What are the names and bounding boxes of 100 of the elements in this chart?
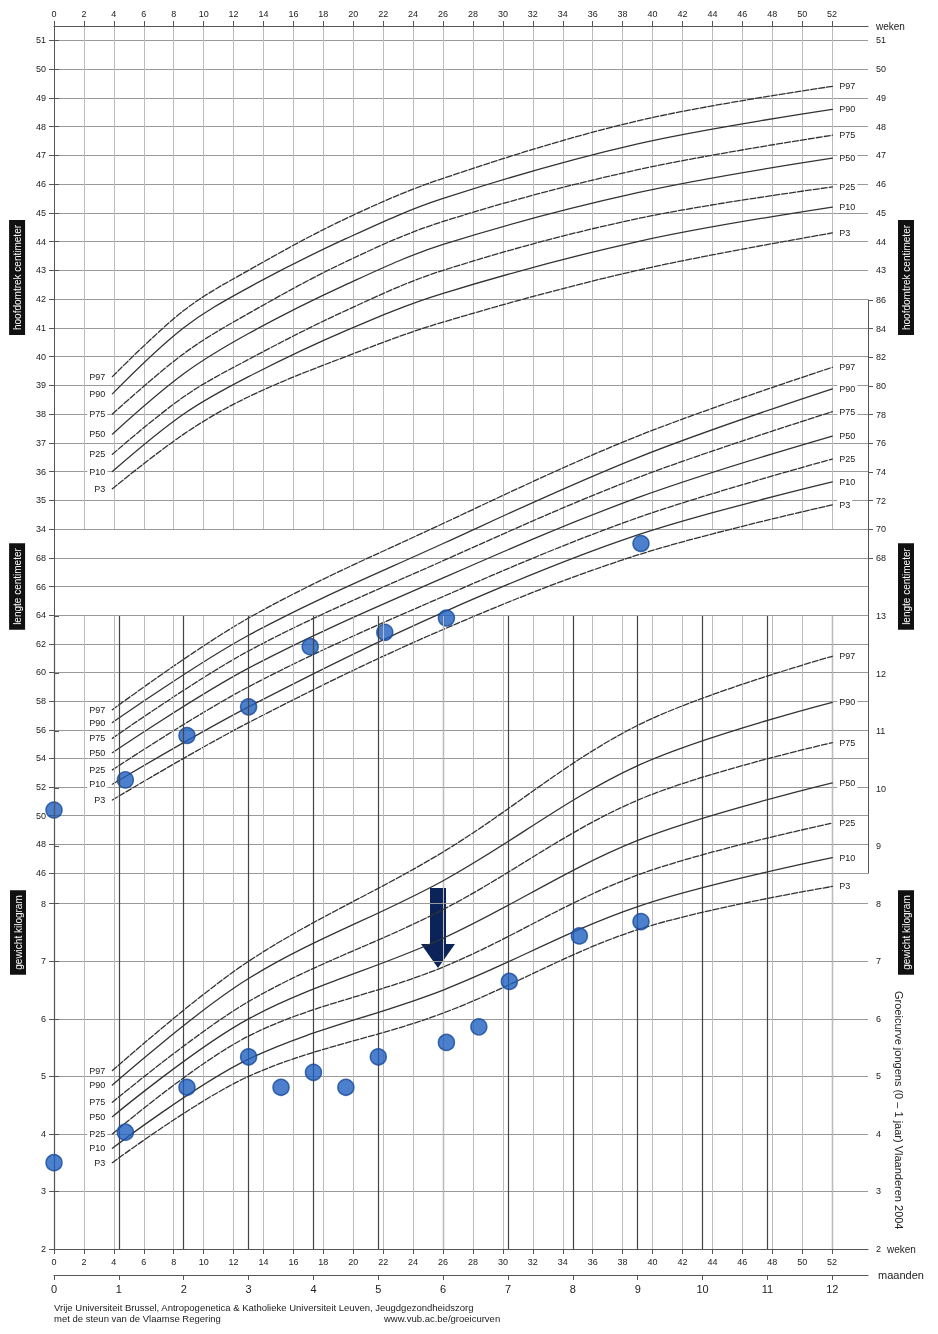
series-label: P97: [89, 704, 106, 715]
x-tick-label: 10: [696, 1282, 709, 1295]
y2-axis-title: gewicht kilogram: [900, 895, 912, 970]
y-tick-label: 2: [40, 1244, 46, 1254]
x2-axis-title: weken: [875, 20, 905, 32]
x2-tick-label: 14: [258, 8, 269, 19]
text: P10: [89, 779, 106, 790]
y2-tick-label: 68: [876, 552, 887, 563]
series-label: P97: [89, 1065, 106, 1076]
point: [470, 1018, 488, 1036]
series-label: P25: [89, 764, 106, 775]
y-tick-label: 60: [35, 667, 46, 678]
series-label: P25: [89, 449, 106, 460]
text: P3: [839, 227, 851, 238]
point: [570, 927, 589, 945]
series-label: P97: [89, 371, 106, 382]
text: P10: [839, 852, 856, 863]
x2-tick-label: 12: [228, 8, 239, 19]
x2-tick-label: 8: [171, 1256, 177, 1267]
x2-tick-label: 38: [617, 1256, 628, 1267]
series-label: P75: [89, 1097, 106, 1108]
y2-tick-label: 9: [876, 841, 882, 852]
point: [304, 1063, 323, 1082]
x2-tick-label: 22: [378, 8, 389, 19]
y-tick-label: 39: [35, 380, 46, 391]
y-tick-label: 48: [35, 121, 46, 132]
y-tick-label: 50: [35, 810, 46, 821]
x-tick-label: 12: [826, 1282, 839, 1295]
y-tick-label: 46: [35, 179, 46, 190]
x-tick-label: 11: [761, 1282, 774, 1295]
y2-tick-label: 2: [876, 1244, 882, 1254]
series-label: P50: [89, 1111, 106, 1122]
x2-tick-label: 30: [497, 8, 508, 19]
y-tick-label: 51: [35, 35, 46, 46]
text: P75: [839, 130, 856, 141]
y-tick-label: 47: [35, 150, 46, 161]
text: P75: [839, 406, 856, 417]
point: [500, 972, 519, 991]
y-tick-label: 3: [40, 1186, 46, 1197]
y-tick-label: 35: [35, 495, 46, 506]
x2-tick-label: 0: [51, 1256, 57, 1267]
x2-tick-label: 10: [198, 8, 209, 19]
y-tick-label: 8: [40, 898, 46, 909]
text: P97: [839, 81, 856, 92]
text: P97: [839, 362, 856, 373]
series-label: P25: [89, 1128, 106, 1139]
series-label: P75: [89, 409, 106, 420]
x2-tick-label: 48: [767, 8, 778, 19]
text: Groeicurve jongens (0 – 1 jaar) Vlaanderen 2004: [893, 991, 905, 1230]
point: [178, 726, 196, 745]
text: P25: [839, 818, 856, 829]
point: [45, 1153, 63, 1172]
y-tick-label: 7: [40, 956, 46, 967]
text: P97: [839, 651, 856, 662]
x-tick-label: 0: [50, 1282, 58, 1295]
point: [116, 1123, 135, 1141]
x2-tick-label: 36: [587, 8, 598, 19]
x2-tick-label: 10: [198, 1256, 209, 1267]
text: P3: [839, 499, 851, 510]
y2-tick-label: 48: [876, 121, 887, 132]
point: [632, 534, 650, 553]
x2-tick-label: 4: [111, 8, 117, 19]
y-tick-label: 41: [35, 322, 46, 333]
point: [301, 637, 319, 656]
x2-tick-label: 12: [228, 1256, 239, 1267]
x2-tick-label: 34: [557, 8, 568, 19]
x2-tick-label: 4: [111, 1256, 117, 1267]
x2-tick-label: 40: [647, 1256, 658, 1267]
point: [437, 1033, 456, 1052]
text: Vrije Universiteit Brussel, Antropogenetica & Katholieke Universiteit Leuven, Jeugdgezondheidszorg: [54, 1302, 474, 1313]
x2-tick-label: 30: [497, 1256, 508, 1267]
y2-tick-label: 80: [876, 380, 887, 391]
x2-tick-label: 50: [797, 1256, 808, 1267]
text: P50: [839, 431, 856, 442]
x2-tick-label: 24: [408, 8, 419, 19]
x2-tick-label: 52: [827, 8, 838, 19]
x2-axis-title: weken: [885, 1243, 916, 1255]
y2-tick-label: 76: [876, 438, 887, 449]
text: P90: [839, 104, 856, 115]
line-series: [111, 232, 833, 490]
text: P90: [839, 383, 856, 394]
point: [116, 771, 135, 789]
x-tick-label: 5: [375, 1282, 382, 1295]
x2-tick-label: 42: [677, 8, 688, 19]
text: www.vub.ac.be/groeicurven: [384, 1313, 501, 1324]
y-tick-label: 40: [35, 351, 46, 362]
point: [272, 1078, 290, 1097]
x2-tick-label: 46: [737, 8, 748, 19]
text: P50: [839, 153, 856, 164]
y-tick-label: 38: [35, 409, 46, 420]
y-tick-label: 66: [35, 581, 46, 592]
x-tick-label: 7: [504, 1282, 512, 1295]
y-tick-label: 56: [35, 724, 46, 735]
x2-tick-label: 16: [288, 8, 299, 19]
text: met de steun van de Vlaamse Regering: [54, 1313, 221, 1324]
series-label: P3: [94, 483, 106, 494]
y-tick-label: 43: [35, 265, 46, 276]
y2-tick-label: 49: [876, 92, 887, 103]
y-tick-label: 4: [40, 1128, 46, 1139]
y-tick-label: 46: [35, 868, 46, 878]
